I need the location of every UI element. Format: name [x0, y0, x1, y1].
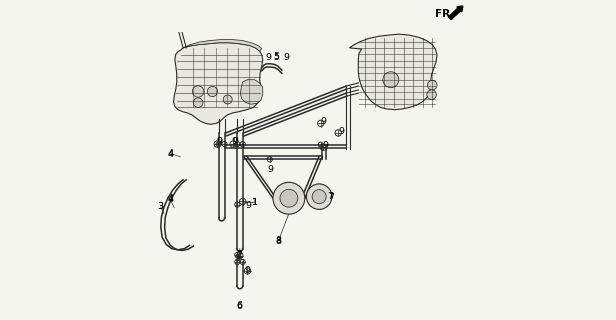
- Circle shape: [427, 90, 436, 100]
- Text: 4: 4: [168, 194, 173, 204]
- Text: 4: 4: [168, 195, 173, 204]
- Text: 9: 9: [267, 165, 274, 174]
- Polygon shape: [174, 43, 263, 124]
- Text: 8: 8: [276, 236, 282, 245]
- Text: 1: 1: [251, 197, 257, 206]
- Text: 9: 9: [323, 141, 328, 150]
- Text: 9: 9: [283, 53, 290, 62]
- Text: 4: 4: [168, 150, 174, 159]
- Text: 9: 9: [231, 137, 237, 146]
- Text: 8: 8: [276, 237, 282, 246]
- FancyArrow shape: [448, 6, 463, 20]
- Circle shape: [280, 189, 298, 207]
- Text: 9: 9: [216, 137, 222, 146]
- Text: FR.: FR.: [436, 9, 455, 19]
- Text: 5: 5: [273, 52, 279, 61]
- Circle shape: [223, 95, 232, 104]
- Circle shape: [383, 72, 399, 88]
- Text: 7: 7: [328, 193, 334, 202]
- Circle shape: [273, 182, 305, 214]
- Text: 9: 9: [320, 117, 326, 126]
- Polygon shape: [183, 40, 262, 51]
- Polygon shape: [349, 34, 437, 110]
- Text: 6: 6: [237, 301, 243, 310]
- Text: 6: 6: [237, 302, 243, 311]
- Text: 9: 9: [232, 137, 238, 146]
- Text: 3: 3: [157, 202, 163, 211]
- Text: 9: 9: [245, 266, 251, 276]
- Circle shape: [312, 190, 326, 204]
- Text: 9: 9: [338, 127, 344, 136]
- Circle shape: [208, 86, 217, 97]
- Circle shape: [428, 80, 437, 90]
- Text: 9: 9: [245, 201, 251, 210]
- Text: 5: 5: [273, 53, 279, 62]
- Text: 2: 2: [237, 251, 243, 260]
- Circle shape: [192, 86, 204, 97]
- Text: 4: 4: [168, 149, 174, 158]
- Text: 9: 9: [234, 254, 240, 263]
- Text: 1: 1: [251, 197, 257, 206]
- Text: 9: 9: [265, 53, 271, 62]
- Text: 7: 7: [327, 192, 333, 201]
- Polygon shape: [240, 80, 263, 104]
- Text: 9: 9: [216, 137, 222, 146]
- Circle shape: [193, 98, 203, 108]
- Text: 2: 2: [237, 251, 243, 260]
- Text: 3: 3: [157, 202, 163, 211]
- Circle shape: [306, 184, 332, 209]
